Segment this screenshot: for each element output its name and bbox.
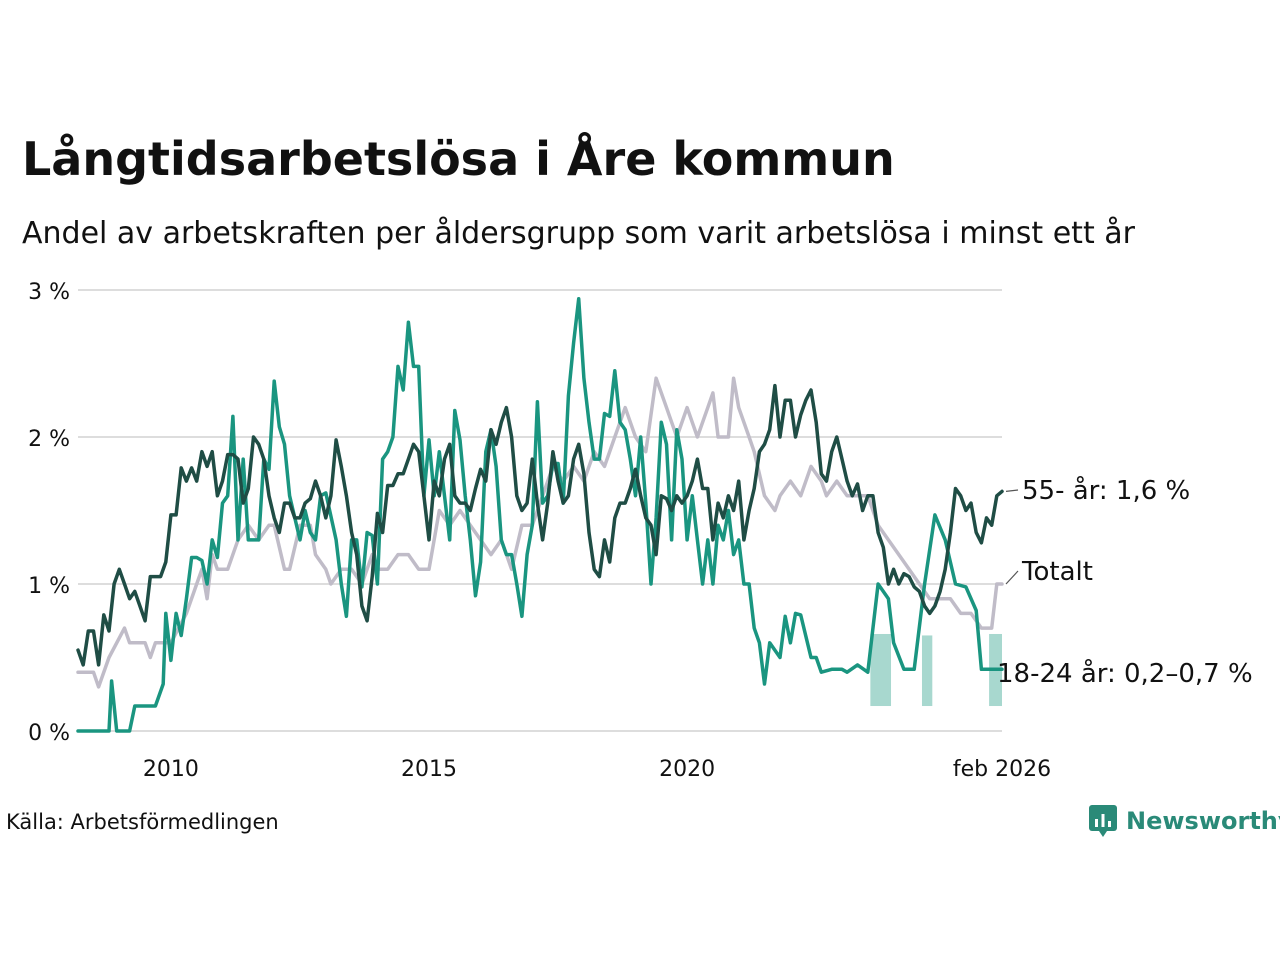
y-tick-label: 1 % bbox=[28, 574, 70, 599]
y-tick-label: 0 % bbox=[28, 721, 70, 746]
x-tick-label: 2020 bbox=[659, 757, 715, 782]
y-tick-label: 3 % bbox=[28, 280, 70, 305]
series-label-18-24 år: 18-24 år: 0,2–0,7 % bbox=[997, 658, 1253, 689]
newsworthy-logo[interactable]: Newsworthy bbox=[1088, 803, 1280, 839]
x-tick-label: feb 2026 bbox=[953, 757, 1051, 782]
brand-name: Newsworthy bbox=[1126, 807, 1280, 835]
series-label-Totalt: Totalt bbox=[1021, 557, 1093, 587]
newsworthy-bars-icon bbox=[1089, 805, 1117, 837]
x-tick-label: 2010 bbox=[143, 757, 199, 782]
axis-labels: 0 % 1 % 2 % 3 % 2010 2015 2020 feb 2026 bbox=[28, 280, 1051, 782]
x-tick-label: 2015 bbox=[401, 757, 457, 782]
label-leader-line bbox=[1005, 570, 1019, 585]
line-chart: 0 % 1 % 2 % 3 % 2010 2015 2020 feb 2026 Totalt 1… bbox=[28, 280, 1253, 782]
uncertainty-band-1 bbox=[921, 635, 933, 707]
y-tick-label: 2 % bbox=[28, 427, 70, 452]
chart-title: Långtidsarbetslösa i Åre kommun bbox=[22, 132, 895, 186]
uncertainty-band-0 bbox=[870, 633, 892, 707]
chart-subtitle: Andel av arbetskraften per åldersgrupp s… bbox=[22, 216, 1135, 251]
series-line-18-24 år bbox=[76, 297, 1004, 733]
label-leader-line bbox=[1005, 489, 1019, 492]
source-note: Källa: Arbetsförmedlingen bbox=[6, 810, 279, 834]
uncertainty-bands bbox=[870, 633, 1002, 707]
series-labels: Totalt 18-24 år: 0,2–0,7 % 55- år: 1,6 % bbox=[997, 475, 1253, 689]
series-label-55- år: 55- år: 1,6 % bbox=[1022, 475, 1190, 506]
series-line-55- år bbox=[76, 383, 1004, 667]
series-lines bbox=[76, 297, 1004, 733]
